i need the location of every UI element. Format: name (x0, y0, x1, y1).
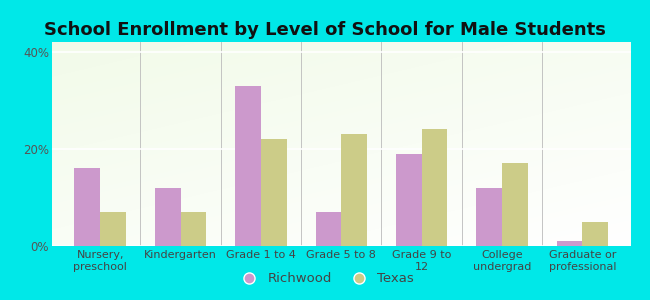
Bar (502, 164, 528, 246)
Bar (155, 188, 181, 246)
Bar (341, 134, 367, 246)
Bar (261, 139, 287, 246)
Bar (100, 212, 126, 246)
Bar (235, 86, 261, 246)
Bar (422, 129, 447, 246)
Bar (75, 168, 100, 246)
Bar (396, 154, 422, 246)
Bar (556, 241, 582, 246)
Bar (582, 222, 608, 246)
Bar (476, 188, 502, 246)
Bar (181, 212, 206, 246)
Bar (315, 212, 341, 246)
Text: School Enrollment by Level of School for Male Students: School Enrollment by Level of School for… (44, 21, 606, 39)
Legend: Richwood, Texas: Richwood, Texas (231, 267, 419, 290)
